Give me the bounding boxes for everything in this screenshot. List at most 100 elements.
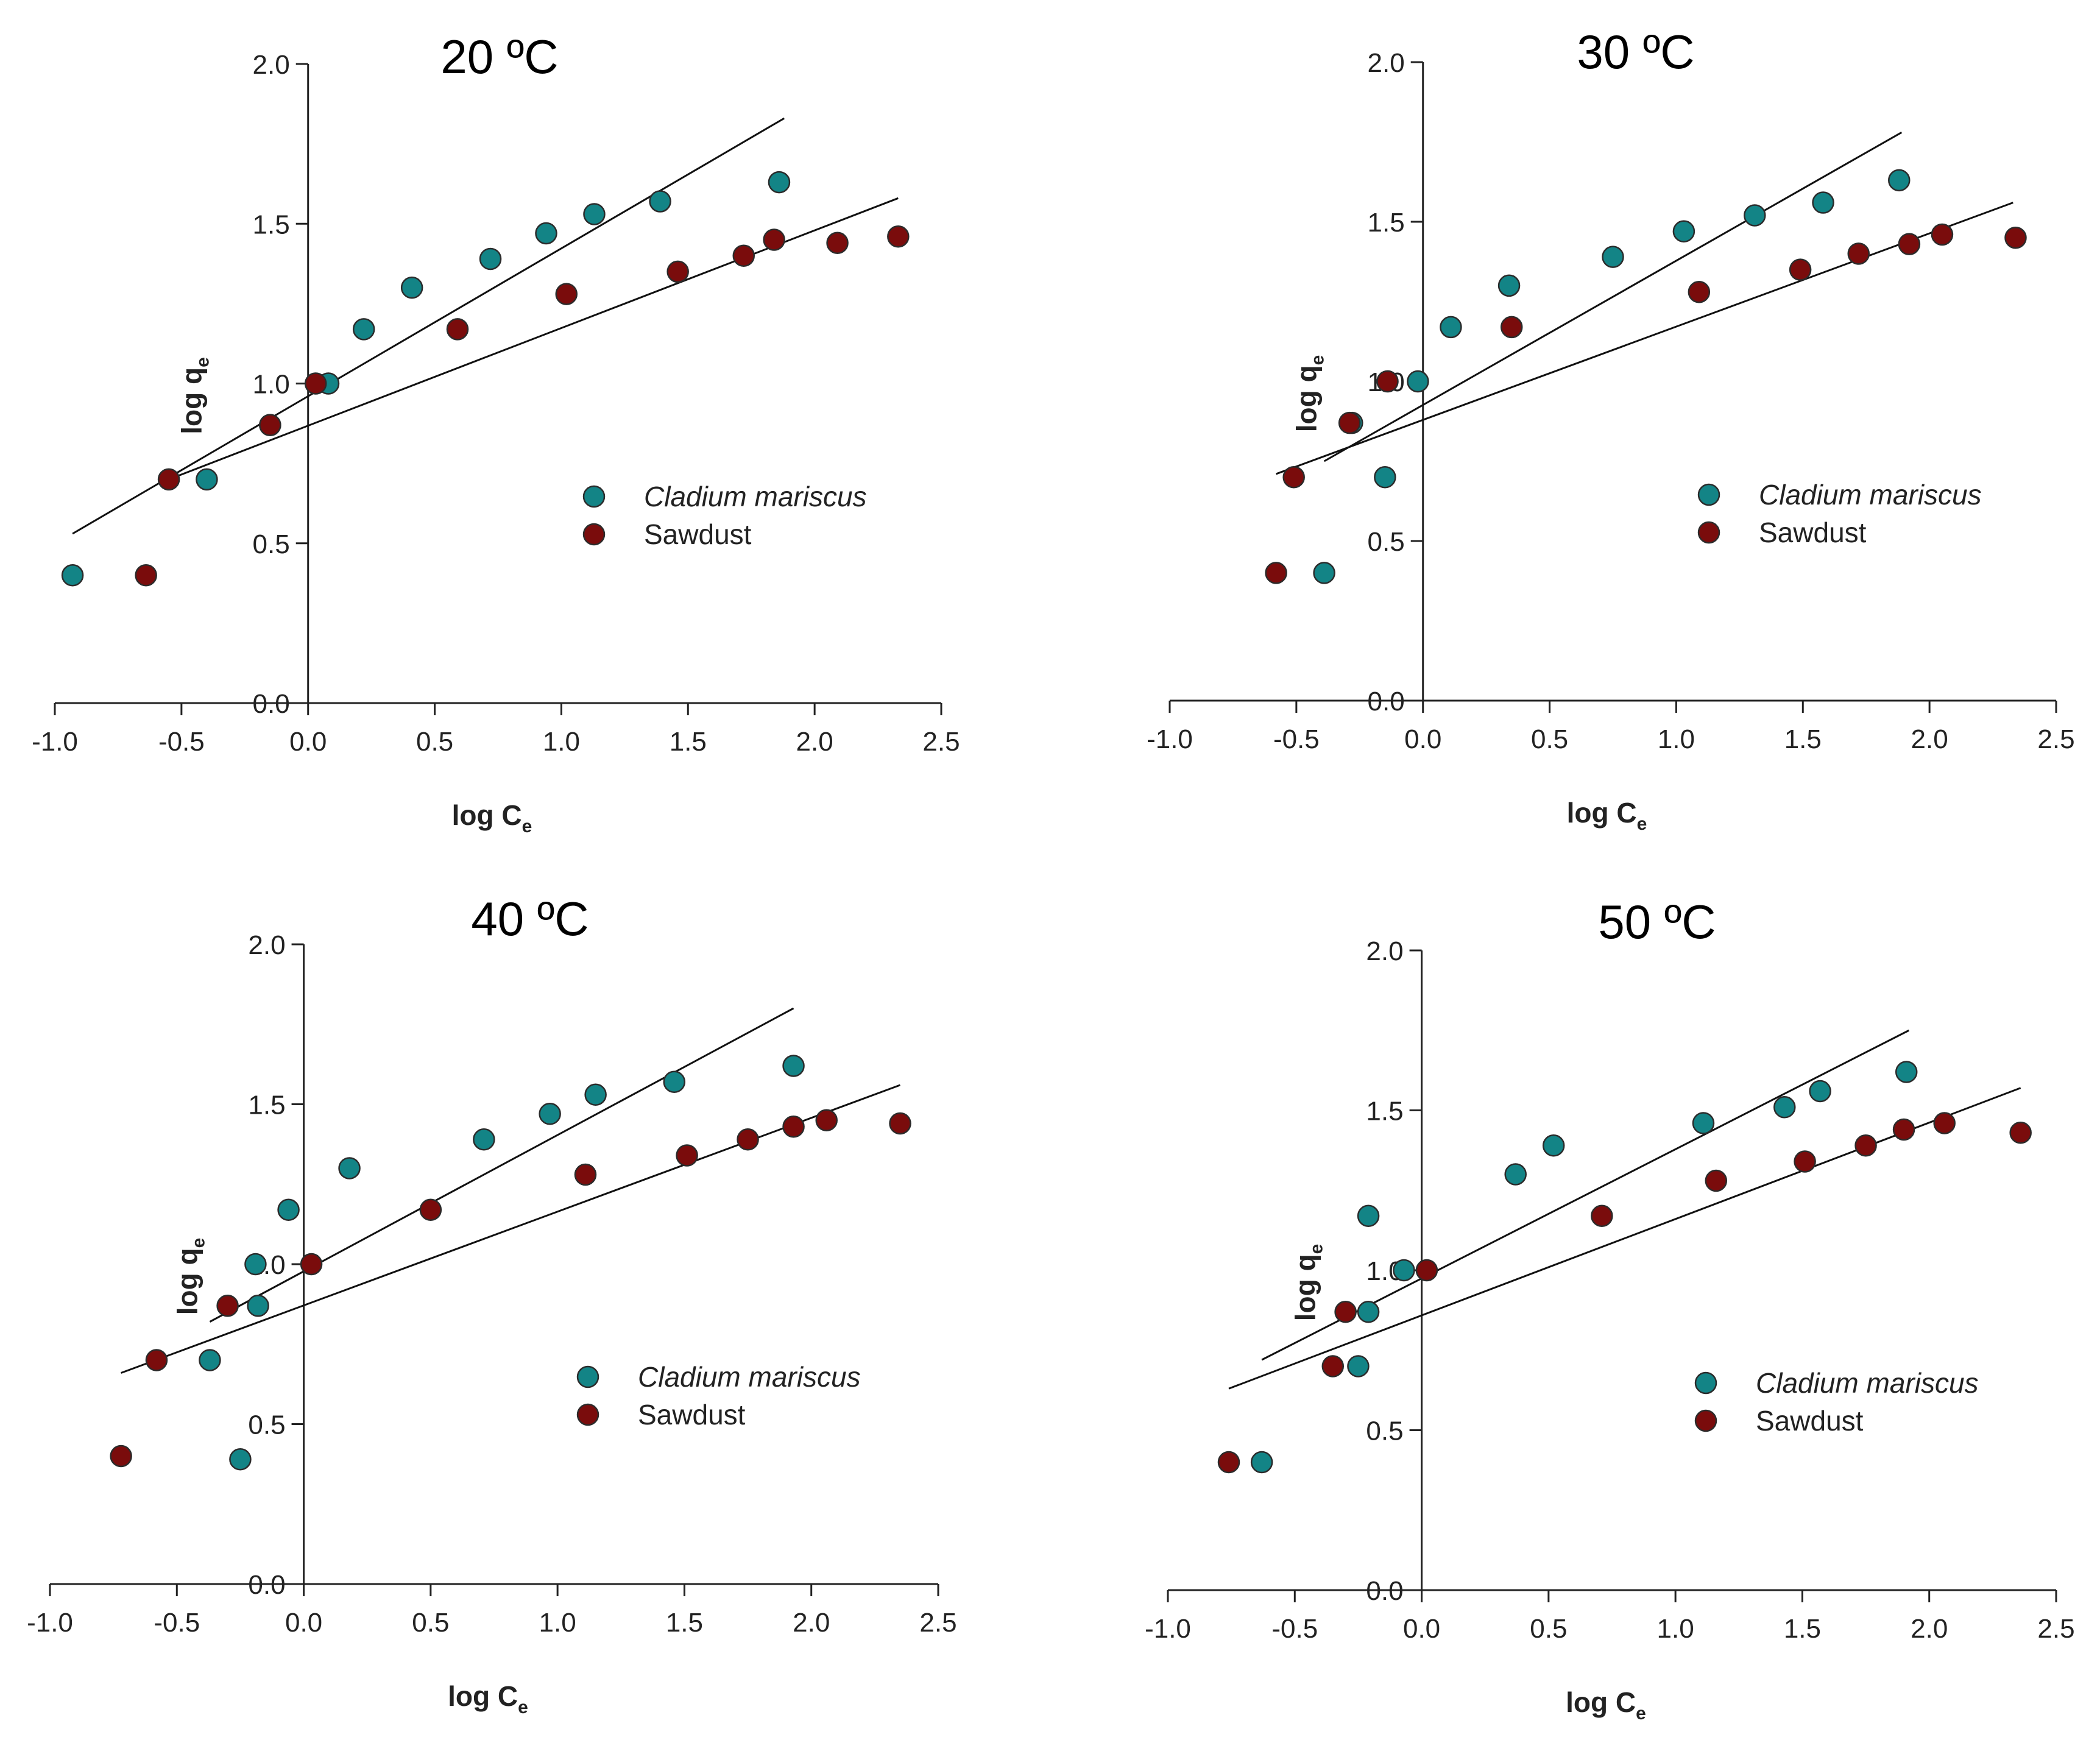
sawdust-point: [2004, 226, 2027, 249]
cladium-point: [1407, 370, 1429, 393]
sawdust-point: [419, 1198, 442, 1221]
y-tick-label: 1.5: [1366, 1097, 1403, 1126]
cladium-point: [1440, 316, 1462, 339]
sawdust-point: [259, 414, 281, 436]
sawdust-fit-line: [1276, 202, 2013, 475]
legend-label-sawdust: Sawdust: [638, 1399, 746, 1431]
sawdust-point: [1898, 233, 1921, 255]
panel-20c: -1.0 -0.5 0.0 0.5 1.0 1.5 2.0 2.5 0.0 0.5 1.0 1.5 2.…: [32, 30, 960, 836]
sawdust-point: [815, 1109, 838, 1131]
x-tick-label: -1.0: [1147, 724, 1193, 754]
cladium-point: [1313, 562, 1335, 584]
cladium-point: [782, 1055, 805, 1077]
sawdust-point: [1321, 1355, 1345, 1377]
cladium-point: [768, 171, 791, 194]
legend-label-cladium: Cladium mariscus: [1756, 1367, 1979, 1399]
x-tick-label: 1.5: [670, 727, 707, 757]
x-tick-label: 1.0: [543, 727, 580, 757]
cladium-point: [539, 1103, 561, 1125]
x-tick-label: 1.5: [666, 1608, 703, 1638]
x-tick-label: 2.5: [2037, 724, 2074, 754]
x-tick-label: -0.5: [158, 727, 205, 757]
legend-marker-cladium: [1694, 1371, 1717, 1395]
cladium-point: [1542, 1134, 1565, 1157]
cladium-point: [1809, 1080, 1831, 1103]
x-tick-label: 0.5: [1530, 1614, 1567, 1644]
cladium-point: [1888, 169, 1911, 192]
sawdust-point: [1376, 370, 1399, 393]
sawdust-point: [1789, 258, 1812, 281]
sawdust-point: [1415, 1259, 1438, 1282]
cladium-point: [1374, 465, 1396, 489]
cladium-point: [244, 1253, 267, 1276]
y-tick-label: 1.0: [253, 370, 290, 400]
sawdust-point: [1282, 465, 1305, 489]
y-tick-label: 0.5: [1368, 527, 1405, 557]
sawdust-point: [1933, 1112, 1956, 1134]
x-tick-label: -0.5: [1273, 724, 1320, 754]
sawdust-point: [216, 1295, 239, 1317]
panel-30c: -1.0-0.50.00.51.01.52.02.50.00.51.01.52.…: [1147, 25, 2075, 834]
cladium-point: [1672, 220, 1695, 242]
cladium-point: [1357, 1204, 1380, 1227]
cladium-point: [61, 564, 84, 587]
sawdust-point: [1334, 1301, 1357, 1323]
cladium-fit-line: [72, 117, 785, 535]
sawdust-point: [2009, 1122, 2032, 1144]
y-tick-label: 0.0: [1368, 687, 1405, 716]
x-tick-label: 2.5: [922, 727, 960, 757]
y-tick-label: 1.5: [248, 1091, 285, 1120]
x-tick-label: 1.0: [1657, 1614, 1694, 1644]
y-tick-label: 0.0: [248, 1570, 285, 1600]
x-tick-label: -1.0: [1145, 1614, 1191, 1644]
y-tick-label: 1.5: [253, 210, 290, 239]
cladium-point: [663, 1070, 686, 1093]
x-tick-label: 2.5: [919, 1608, 956, 1638]
sawdust-point: [1892, 1118, 1915, 1141]
y-tick-label: 0.5: [248, 1410, 285, 1440]
panel-title: 40 ºC: [471, 892, 589, 946]
y-tick-label: 1.5: [1368, 208, 1405, 238]
cladium-point: [649, 190, 671, 213]
sawdust-point: [1688, 281, 1711, 303]
y-axis-label: log qe: [172, 1238, 209, 1315]
sawdust-point: [145, 1349, 168, 1371]
sawdust-point: [763, 228, 785, 251]
cladium-point: [1773, 1096, 1796, 1119]
y-axis-label: log qe: [176, 357, 213, 434]
legend-label-cladium: Cladium mariscus: [1759, 479, 1982, 511]
x-tick-label: 1.0: [1658, 724, 1695, 754]
sawdust-point: [782, 1116, 805, 1138]
sawdust-point: [887, 225, 910, 248]
cladium-point: [473, 1128, 495, 1151]
cladium-point: [229, 1448, 252, 1471]
sawdust-point: [1854, 1134, 1877, 1157]
sawdust-point: [1500, 316, 1523, 339]
cladium-point: [400, 276, 423, 299]
legend-label-sawdust: Sawdust: [1759, 517, 1867, 548]
cladium-point: [1497, 274, 1521, 297]
x-tick-label: 2.0: [793, 1608, 830, 1638]
cladium-point: [535, 222, 557, 245]
panel-50c: -1.0 -0.5 0.0 0.5 1.0 1.5 2.0 2.50.00.51.01.52.…: [1145, 895, 2075, 1724]
x-tick-label: 2.0: [1911, 724, 1948, 754]
y-tick-label: 0.0: [1366, 1576, 1403, 1606]
cladium-point: [583, 203, 606, 225]
x-tick-label: -0.5: [154, 1608, 200, 1638]
sawdust-point: [1265, 562, 1287, 584]
x-axis-label: log Ce: [452, 799, 532, 836]
x-tick-label: 1.0: [539, 1608, 576, 1638]
sawdust-point: [1217, 1451, 1240, 1474]
legend-label-sawdust: Sawdust: [644, 518, 752, 550]
cladium-point: [338, 1157, 361, 1179]
x-axis-label: log Ce: [1566, 1686, 1646, 1724]
legend-marker-sawdust: [1697, 521, 1720, 544]
x-tick-label: 0.5: [1531, 724, 1568, 754]
y-tick-label: 0.5: [253, 529, 290, 559]
x-tick-label: -0.5: [1271, 1614, 1318, 1644]
x-tick-label: 0.5: [412, 1608, 449, 1638]
cladium-point: [1812, 191, 1834, 214]
sawdust-point: [666, 260, 689, 283]
legend-marker-sawdust: [576, 1403, 599, 1426]
y-axis-label: log qe: [1290, 1244, 1327, 1321]
